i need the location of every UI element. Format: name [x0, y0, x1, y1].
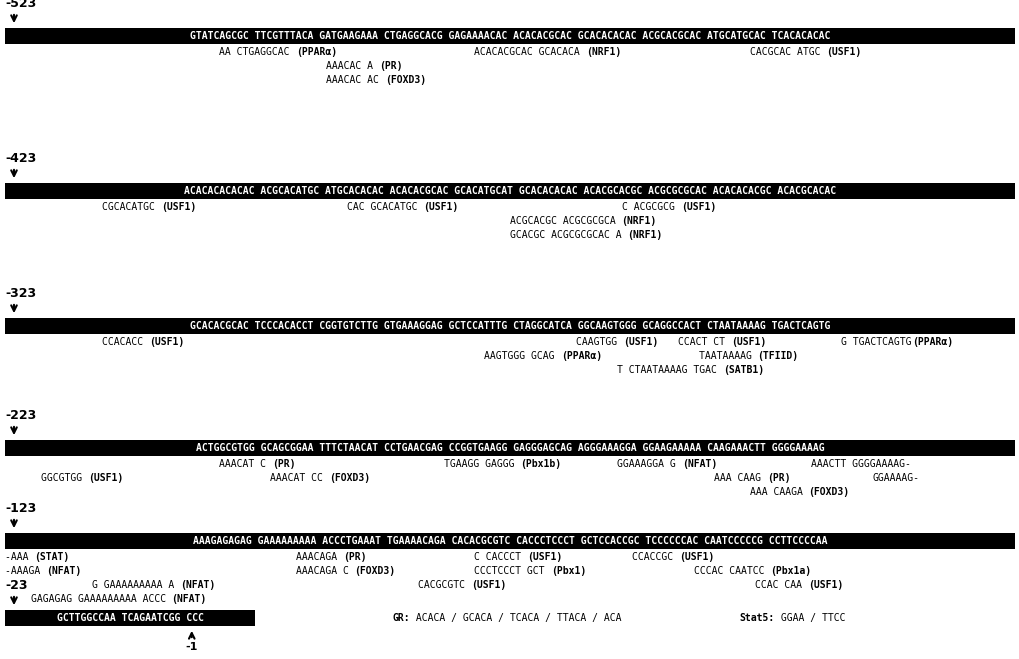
- Text: ACACACACACAC ACGCACATGC ATGCACACAC ACACACGCAC GCACATGCAT GCACACACAC ACACGCACGC A: ACACACACACAC ACGCACATGC ATGCACACAC ACACA…: [183, 186, 836, 196]
- Text: -523: -523: [5, 0, 37, 10]
- Text: CCACACC: CCACACC: [102, 337, 149, 347]
- Text: AAACAT C: AAACAT C: [219, 459, 272, 469]
- Text: (USF1): (USF1): [161, 202, 196, 212]
- Text: CCCAC CAATCC: CCCAC CAATCC: [693, 566, 769, 576]
- Text: AAAGAGAGAG GAAAAAAAAA ACCCTGAAAT TGAAAACAGA CACACGCGTC CACCCTCCCT GCTCCACCGC TCC: AAAGAGAGAG GAAAAAAAAA ACCCTGAAAT TGAAAAC…: [193, 536, 826, 546]
- Text: CCAC CAA: CCAC CAA: [754, 580, 807, 590]
- Text: -123: -123: [5, 502, 37, 515]
- Text: -1: -1: [185, 642, 198, 652]
- Text: CCCTCCCT GCT: CCCTCCCT GCT: [474, 566, 550, 576]
- Text: (USF1): (USF1): [527, 552, 561, 562]
- Text: (USF1): (USF1): [623, 337, 658, 347]
- Text: ACACA / GCACA / TCACA / TTACA / ACA: ACACA / GCACA / TCACA / TTACA / ACA: [410, 613, 622, 623]
- Bar: [5, 533, 1014, 549]
- Text: (NRF1): (NRF1): [627, 230, 662, 240]
- Text: (NFAT): (NFAT): [179, 580, 215, 590]
- Text: (USF1): (USF1): [149, 337, 184, 347]
- Text: AA CTGAGGCAC: AA CTGAGGCAC: [219, 47, 296, 57]
- Text: (USF1): (USF1): [88, 473, 123, 483]
- Text: AAACAGA: AAACAGA: [296, 552, 342, 562]
- Text: AAACAC AC: AAACAC AC: [326, 75, 385, 85]
- Text: (FOXD3): (FOXD3): [385, 75, 426, 85]
- Text: AAA CAAG: AAA CAAG: [713, 473, 766, 483]
- Bar: [5, 28, 1014, 44]
- Text: (FOXD3): (FOXD3): [808, 487, 849, 497]
- Text: GCACACGCAC TCCCACACCT CGGTGTCTTG GTGAAAGGAG GCTCCATTTG CTAGGCATCA GGCAAGTGGG GCA: GCACACGCAC TCCCACACCT CGGTGTCTTG GTGAAAG…: [190, 321, 829, 331]
- Text: Stat5:: Stat5:: [739, 613, 774, 623]
- Text: (USF1): (USF1): [681, 202, 715, 212]
- Text: TGAAGG GAGGG: TGAAGG GAGGG: [443, 459, 520, 469]
- Text: G GAAAAAAAAA A: G GAAAAAAAAA A: [92, 580, 179, 590]
- Text: -AAA: -AAA: [5, 552, 35, 562]
- Text: AAACAGA C: AAACAGA C: [296, 566, 355, 576]
- Text: (PPARα): (PPARα): [296, 47, 336, 57]
- Text: (NRF1): (NRF1): [585, 47, 621, 57]
- Text: CCACCGC: CCACCGC: [632, 552, 679, 562]
- Text: ACGCACGC ACGCGCGCA: ACGCACGC ACGCGCGCA: [510, 216, 621, 226]
- Text: GGAAAGGA G: GGAAAGGA G: [616, 459, 681, 469]
- Text: AAA CAAGA: AAA CAAGA: [749, 487, 808, 497]
- Text: (PR): (PR): [342, 552, 366, 562]
- Text: (PPARα): (PPARα): [560, 351, 601, 361]
- Text: CAC GCACATGC: CAC GCACATGC: [346, 202, 423, 212]
- Text: -223: -223: [5, 409, 37, 422]
- Text: ACACACGCAC GCACACA: ACACACGCAC GCACACA: [474, 47, 585, 57]
- Text: (USF1): (USF1): [825, 47, 860, 57]
- Text: GGCGTGG: GGCGTGG: [41, 473, 88, 483]
- Text: -423: -423: [5, 152, 37, 165]
- Text: (USF1): (USF1): [807, 580, 842, 590]
- Text: GAGAGAG GAAAAAAAAA ACCC: GAGAGAG GAAAAAAAAA ACCC: [31, 594, 171, 604]
- Text: (SATB1): (SATB1): [722, 365, 763, 375]
- Text: GCTTGGCCAA TCAGAATCGG CCC: GCTTGGCCAA TCAGAATCGG CCC: [56, 613, 203, 623]
- Text: (Pbx1b): (Pbx1b): [520, 459, 560, 469]
- Text: G TGACTCAGTG: G TGACTCAGTG: [841, 337, 911, 347]
- Text: (PR): (PR): [379, 61, 403, 71]
- Text: T CTAATAAAAG TGAC: T CTAATAAAAG TGAC: [616, 365, 722, 375]
- Text: (PR): (PR): [766, 473, 790, 483]
- Text: -23: -23: [5, 579, 28, 592]
- Text: CACGCGTC: CACGCGTC: [418, 580, 471, 590]
- Text: CGCACATGC: CGCACATGC: [102, 202, 161, 212]
- Text: AAGTGGG GCAG: AAGTGGG GCAG: [484, 351, 560, 361]
- Text: AAACTT GGGGAAAAG-: AAACTT GGGGAAAAG-: [810, 459, 910, 469]
- Text: GCACGC ACGCGCGCAC A: GCACGC ACGCGCGCAC A: [510, 230, 627, 240]
- Bar: [5, 440, 1014, 456]
- Text: TAATAAAAG: TAATAAAAG: [698, 351, 757, 361]
- Text: (STAT): (STAT): [35, 552, 69, 562]
- Text: GGAA / TTCC: GGAA / TTCC: [774, 613, 845, 623]
- Text: (NFAT): (NFAT): [171, 594, 207, 604]
- Bar: [5, 318, 1014, 334]
- Text: (PPARα): (PPARα): [911, 337, 952, 347]
- Text: (USF1): (USF1): [423, 202, 458, 212]
- Text: AAACAT CC: AAACAT CC: [270, 473, 329, 483]
- Text: (USF1): (USF1): [731, 337, 765, 347]
- Text: CAAGTGG: CAAGTGG: [576, 337, 623, 347]
- Text: -AAAGA: -AAAGA: [5, 566, 46, 576]
- Text: C ACGCGCG: C ACGCGCG: [622, 202, 681, 212]
- Text: (TFIID): (TFIID): [757, 351, 798, 361]
- Text: (FOXD3): (FOXD3): [329, 473, 370, 483]
- Text: (Pbx1): (Pbx1): [550, 566, 585, 576]
- Text: (NRF1): (NRF1): [621, 216, 656, 226]
- Text: (Pbx1a): (Pbx1a): [769, 566, 810, 576]
- Text: (FOXD3): (FOXD3): [355, 566, 395, 576]
- Text: GGAAAAG-: GGAAAAG-: [871, 473, 918, 483]
- Text: C CACCCT: C CACCCT: [474, 552, 527, 562]
- Text: (PR): (PR): [272, 459, 296, 469]
- Text: AAACAC A: AAACAC A: [326, 61, 379, 71]
- Text: ACTGGCGTGG GCAGCGGAA TTTCTAACAT CCTGAACGAG CCGGTGAAGG GAGGGAGCAG AGGGAAAGGA GGAA: ACTGGCGTGG GCAGCGGAA TTTCTAACAT CCTGAACG…: [196, 443, 823, 453]
- Text: (NFAT): (NFAT): [46, 566, 82, 576]
- Text: CCACT CT: CCACT CT: [678, 337, 731, 347]
- Text: CACGCAC ATGC: CACGCAC ATGC: [749, 47, 825, 57]
- Text: GTATCAGCGC TTCGTTTACA GATGAAGAAA CTGAGGCACG GAGAAAACAC ACACACGCAC GCACACACAC ACG: GTATCAGCGC TTCGTTTACA GATGAAGAAA CTGAGGC…: [190, 31, 829, 41]
- Text: -323: -323: [5, 287, 36, 300]
- Text: (NFAT): (NFAT): [681, 459, 716, 469]
- Text: (USF1): (USF1): [679, 552, 714, 562]
- Bar: [5, 610, 255, 626]
- Bar: [5, 183, 1014, 199]
- Text: GR:: GR:: [392, 613, 410, 623]
- Text: (USF1): (USF1): [471, 580, 505, 590]
